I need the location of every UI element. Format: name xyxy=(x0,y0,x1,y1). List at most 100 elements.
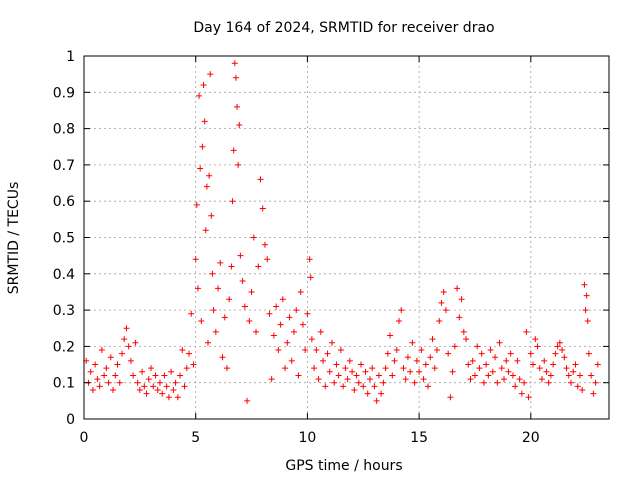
grid xyxy=(84,56,609,419)
data-point xyxy=(507,350,514,357)
data-point xyxy=(456,314,463,321)
data-point xyxy=(96,383,103,390)
data-point xyxy=(413,357,420,364)
data-point xyxy=(159,390,166,397)
data-point xyxy=(523,328,530,335)
data-point xyxy=(248,288,255,295)
data-point xyxy=(204,339,211,346)
data-point xyxy=(465,361,472,368)
data-point xyxy=(145,376,152,383)
data-point xyxy=(156,379,163,386)
data-point xyxy=(261,241,268,248)
data-point xyxy=(541,357,548,364)
data-point xyxy=(302,347,309,354)
data-point xyxy=(179,347,186,354)
data-point xyxy=(331,379,338,386)
data-point xyxy=(304,310,311,317)
data-point xyxy=(226,296,233,303)
data-point xyxy=(266,310,273,317)
data-point xyxy=(440,288,447,295)
data-point xyxy=(317,328,324,335)
chart-title: Day 164 of 2024, SRMTID for receiver dra… xyxy=(193,20,494,36)
data-point xyxy=(92,361,99,368)
data-point xyxy=(594,361,601,368)
data-point xyxy=(342,365,349,372)
data-point xyxy=(409,339,416,346)
data-point xyxy=(536,365,543,372)
data-point xyxy=(387,332,394,339)
data-point xyxy=(291,328,297,335)
data-point xyxy=(110,386,117,393)
data-point xyxy=(231,60,238,67)
data-point xyxy=(326,368,333,375)
data-point xyxy=(458,296,465,303)
data-point xyxy=(288,357,295,364)
data-point xyxy=(114,361,121,368)
data-point xyxy=(525,394,532,401)
data-point xyxy=(98,347,105,354)
data-point xyxy=(163,383,170,390)
data-point xyxy=(494,379,501,386)
x-tick-label: 0 xyxy=(80,430,89,446)
data-point xyxy=(307,274,314,281)
data-point xyxy=(518,390,525,397)
data-point xyxy=(236,121,243,128)
data-point xyxy=(244,397,251,404)
data-point xyxy=(257,176,264,183)
data-point xyxy=(235,161,242,168)
data-point xyxy=(209,270,216,277)
data-point xyxy=(101,372,108,379)
y-tick-label: 0.8 xyxy=(53,122,75,138)
data-point xyxy=(474,343,481,350)
data-point xyxy=(299,321,306,328)
data-point xyxy=(286,314,293,321)
data-point xyxy=(588,372,595,379)
data-point xyxy=(431,365,438,372)
data-point xyxy=(193,201,200,208)
data-point xyxy=(112,372,119,379)
data-point xyxy=(174,394,181,401)
data-point xyxy=(469,357,476,364)
data-point xyxy=(436,317,443,324)
data-point xyxy=(565,372,572,379)
data-point xyxy=(449,368,456,375)
data-point xyxy=(559,347,566,354)
data-series-srmtid xyxy=(83,60,601,404)
data-point xyxy=(253,328,260,335)
y-tick-label: 0.5 xyxy=(53,231,75,247)
data-point xyxy=(279,296,286,303)
data-point xyxy=(215,285,222,292)
data-point xyxy=(402,376,409,383)
data-point xyxy=(139,368,146,375)
data-point xyxy=(411,379,418,386)
data-point xyxy=(369,365,376,372)
x-tick-label: 10 xyxy=(298,430,316,446)
data-point xyxy=(480,379,487,386)
data-point xyxy=(561,354,568,361)
data-point xyxy=(582,307,589,314)
data-point xyxy=(237,252,244,259)
data-point xyxy=(498,365,505,372)
data-point xyxy=(427,354,434,361)
data-point xyxy=(219,354,226,361)
data-point xyxy=(132,339,139,346)
data-point xyxy=(574,383,581,390)
data-point xyxy=(202,227,209,234)
data-point xyxy=(192,256,199,263)
data-point xyxy=(420,376,427,383)
data-point xyxy=(190,361,197,368)
data-point xyxy=(509,372,516,379)
data-point xyxy=(273,303,280,310)
data-point xyxy=(282,365,289,372)
data-point xyxy=(530,361,537,368)
data-point xyxy=(255,263,262,270)
data-point xyxy=(89,386,96,393)
data-point xyxy=(351,386,358,393)
data-point xyxy=(371,383,378,390)
data-point xyxy=(177,372,184,379)
data-point xyxy=(311,365,318,372)
data-point xyxy=(308,336,315,343)
data-point xyxy=(201,118,208,125)
data-point xyxy=(467,376,474,383)
